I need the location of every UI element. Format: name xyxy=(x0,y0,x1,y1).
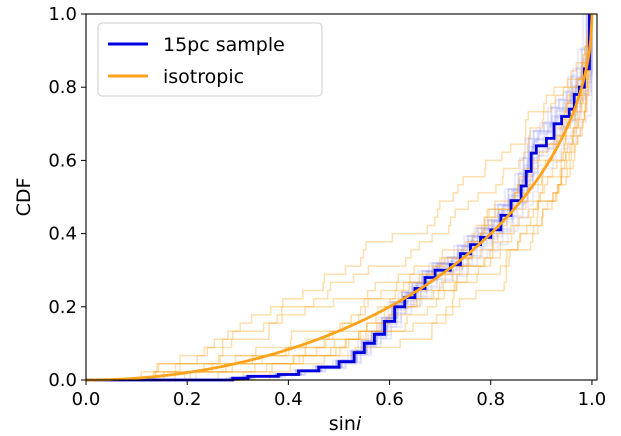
isotropic-draw-trace xyxy=(86,14,592,381)
plot-area xyxy=(85,13,598,382)
series-isotropic xyxy=(86,14,594,382)
series-15pc-sample xyxy=(86,14,591,382)
x-tick-label: 0.4 xyxy=(274,389,303,410)
x-tick-label: 0.0 xyxy=(72,389,101,410)
x-tick-label: 0.6 xyxy=(375,389,404,410)
y-tick-label: 0.6 xyxy=(48,150,77,171)
resample-trace xyxy=(86,14,589,381)
resample-trace xyxy=(88,14,593,381)
y-tick-label: 0.8 xyxy=(48,77,77,98)
legend-box xyxy=(97,22,323,97)
resample-trace xyxy=(89,14,593,381)
x-axis-label: sini xyxy=(329,413,362,435)
x-tick-label: 0.8 xyxy=(476,389,505,410)
y-axis: 0.0 0.2 0.4 0.6 0.8 1.0 xyxy=(48,4,86,391)
axes-border xyxy=(85,13,598,381)
y-axis-label: CDF xyxy=(13,178,35,217)
x-axis: 0.0 0.2 0.4 0.6 0.8 1.0 xyxy=(72,380,607,410)
x-tick-label: 0.2 xyxy=(173,389,202,410)
resample-trace xyxy=(86,14,589,381)
isotropic-draw-trace xyxy=(86,14,593,381)
isotropic-draw-trace xyxy=(86,14,593,381)
legend-label-15pc-sample: 15pc sample xyxy=(163,34,285,56)
y-tick-label: 0.0 xyxy=(48,370,77,391)
isotropic-draw-trace xyxy=(86,14,593,381)
legend: 15pc sample isotropic xyxy=(97,22,323,97)
x-tick-label: 1.0 xyxy=(578,389,607,410)
y-tick-label: 0.4 xyxy=(48,224,77,245)
legend-label-isotropic: isotropic xyxy=(163,66,244,88)
resample-trace xyxy=(86,14,585,381)
series-layer xyxy=(86,14,594,382)
isotropic-draw-trace xyxy=(86,14,591,381)
isotropic-draw-trace xyxy=(86,14,593,381)
y-tick-label: 0.2 xyxy=(48,297,77,318)
resample-trace xyxy=(87,44,593,381)
y-tick-label: 1.0 xyxy=(48,4,77,25)
resample-trace xyxy=(86,14,588,381)
resample-trace xyxy=(92,49,593,381)
